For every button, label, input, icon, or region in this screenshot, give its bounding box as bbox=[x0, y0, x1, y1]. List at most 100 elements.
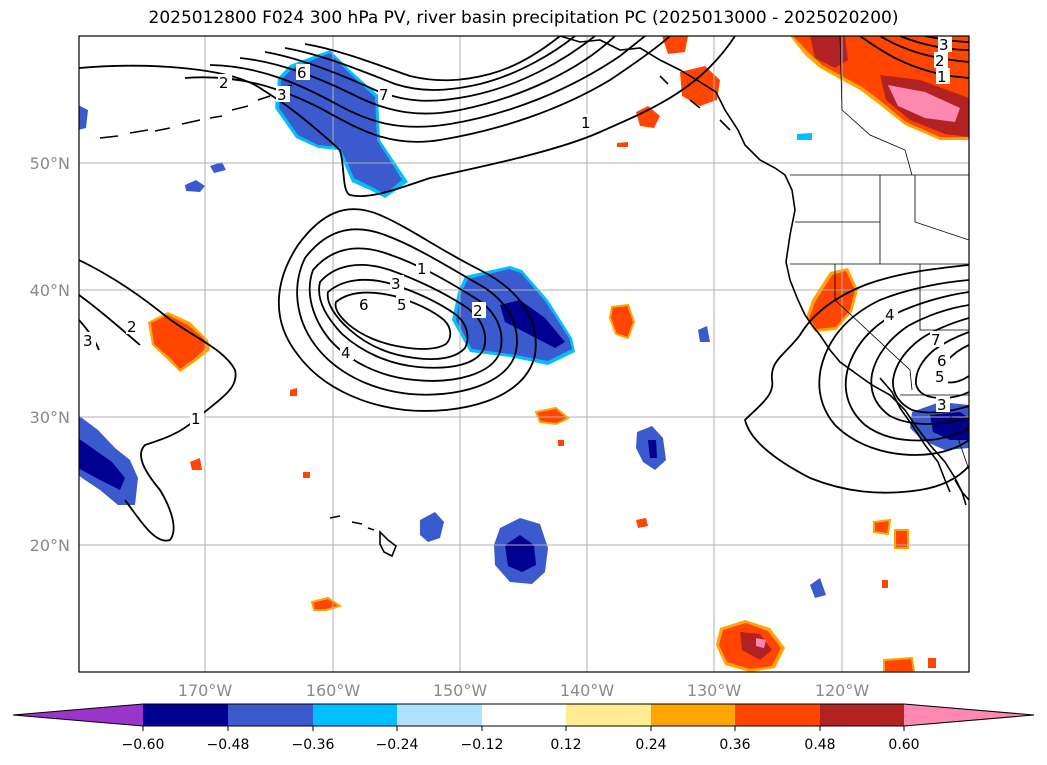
pv-label: 3 bbox=[938, 36, 952, 54]
precip-negative-aleutian bbox=[275, 50, 408, 198]
pv-contour-east-1 bbox=[744, 264, 969, 494]
colorbar-tick-label: 0.12 bbox=[550, 737, 581, 753]
pv-label-w-2: 2 bbox=[127, 318, 137, 336]
pv-label-w-1: 1 bbox=[191, 410, 201, 428]
pv-label-e-6: 6 bbox=[937, 352, 947, 370]
colorbar-segment bbox=[735, 704, 820, 726]
colorbar-tick-label: −0.36 bbox=[292, 737, 335, 753]
pv-label-nw-1: 1 bbox=[581, 114, 591, 132]
colorbar-segment bbox=[313, 704, 397, 726]
pv-contour-east-3 bbox=[844, 291, 969, 442]
longitude-labels: 170°W 160°W 150°W 140°W 130°W 120°W bbox=[178, 681, 870, 700]
pv-label: 4 bbox=[340, 344, 354, 362]
pv-contour-central-6 bbox=[334, 291, 452, 350]
pv-label-c-3: 3 bbox=[391, 275, 401, 293]
colorbar-segment bbox=[820, 704, 904, 726]
pv-label: 4 bbox=[884, 306, 898, 324]
colorbar-tick-label: 0.24 bbox=[635, 737, 666, 753]
pv-label: 6 bbox=[296, 64, 310, 82]
pv-label-c-5: 5 bbox=[397, 296, 407, 314]
lat-label-50n: 50°N bbox=[30, 154, 70, 173]
map-frame bbox=[78, 35, 970, 673]
pv-contour-west-1 bbox=[79, 259, 237, 542]
coastlines bbox=[99, 36, 969, 558]
pv-contour-east-4 bbox=[870, 304, 969, 425]
pv-contour-east-6 bbox=[915, 331, 969, 399]
precip-negative-south bbox=[494, 518, 548, 584]
pv-label: 3 bbox=[82, 332, 96, 350]
colorbar-tick-label: −0.48 bbox=[207, 737, 250, 753]
pv-label-e-5: 5 bbox=[935, 368, 945, 386]
lon-label-120w: 120°W bbox=[815, 681, 870, 700]
pv-contour-nw-5 bbox=[264, 36, 596, 102]
pv-contour-central-4 bbox=[318, 263, 487, 369]
precip-negative-small-4 bbox=[698, 326, 710, 342]
pv-label: 2 bbox=[472, 302, 486, 320]
lat-label-20n: 20°N bbox=[30, 536, 70, 555]
pv-contour-ne-2 bbox=[879, 36, 969, 63]
pv-label-c-6: 6 bbox=[359, 296, 369, 314]
pv-label-e-4: 4 bbox=[885, 306, 895, 324]
pv-label: 1 bbox=[580, 114, 594, 132]
pv-label: 7 bbox=[930, 331, 944, 349]
pv-label: 3 bbox=[936, 396, 950, 414]
colorbar-segment bbox=[228, 704, 313, 726]
colorbar-segment bbox=[566, 704, 651, 726]
pv-contour-nw-7 bbox=[304, 36, 561, 82]
pv-label: 2 bbox=[126, 318, 140, 336]
lon-label-130w: 130°W bbox=[687, 681, 742, 700]
colorbar-segment bbox=[143, 704, 228, 726]
pv-label-e-3: 3 bbox=[937, 396, 947, 414]
lat-label-40n: 40°N bbox=[30, 281, 70, 300]
precip-positive-west bbox=[148, 312, 210, 372]
pv-label-ne-1: 1 bbox=[937, 68, 947, 86]
pv-contour-nw-6 bbox=[284, 36, 576, 91]
pv-label: 3 bbox=[390, 275, 404, 293]
colorbar-segment bbox=[482, 704, 566, 726]
pv-label: 5 bbox=[396, 296, 410, 314]
colorbar-segment bbox=[397, 704, 482, 726]
pv-label-w-3: 3 bbox=[83, 332, 93, 350]
pv-label: 1 bbox=[936, 68, 950, 86]
precip-positive-south-2 bbox=[883, 656, 916, 672]
pv-label: 2 bbox=[934, 52, 948, 70]
lon-label-170w: 170°W bbox=[178, 681, 233, 700]
pv-contour-labels: 2 6 3 7 1 3 2 bbox=[82, 36, 952, 428]
pv-label-nw-6: 6 bbox=[297, 64, 307, 82]
pv-label: 7 bbox=[378, 86, 392, 104]
colorbar-tick-label: 0.36 bbox=[719, 737, 750, 753]
pv-label: 1 bbox=[416, 260, 430, 278]
precip-negative-west-edge bbox=[79, 105, 88, 130]
pv-label-nw-3: 3 bbox=[277, 86, 287, 104]
pv-contour-east-5 bbox=[892, 317, 969, 414]
pv-label-ne-3: 3 bbox=[939, 36, 949, 54]
precip-positive-small-1 bbox=[190, 458, 202, 470]
pv-label-nw-2: 2 bbox=[219, 74, 229, 92]
pv-label: 5 bbox=[934, 368, 948, 386]
colorbar-tick-label: −0.12 bbox=[461, 737, 504, 753]
precip-positive-central-1 bbox=[608, 303, 636, 340]
pv-contour-ne-3 bbox=[899, 36, 969, 51]
colorbar-tick-label: −0.24 bbox=[376, 737, 419, 753]
colorbar-under-extend bbox=[13, 704, 143, 726]
pv-contour-east-2 bbox=[818, 279, 969, 456]
pv-label-c-4: 4 bbox=[341, 344, 351, 362]
pv-label-ne-2: 2 bbox=[935, 52, 945, 70]
pv-contour-nw-3 bbox=[209, 36, 646, 128]
pv-label-c-1: 1 bbox=[417, 260, 427, 278]
latitude-labels: 50°N 40°N 30°N 20°N bbox=[30, 154, 70, 555]
political-borders bbox=[790, 36, 969, 471]
pv-label: 6 bbox=[936, 352, 950, 370]
colorbar-tick-label: −0.60 bbox=[122, 737, 165, 753]
pv-label-e-7: 7 bbox=[931, 331, 941, 349]
precip-negative-hawaii-east bbox=[420, 512, 444, 542]
precip-positive-california bbox=[806, 268, 858, 332]
pv-label-nw-7: 7 bbox=[379, 86, 389, 104]
precip-negative-west-bottom bbox=[79, 415, 138, 505]
chart-title: 2025012800 F024 300 hPa PV, river basin … bbox=[148, 8, 899, 28]
pv-label: 1 bbox=[190, 410, 204, 428]
lon-label-160w: 160°W bbox=[306, 681, 361, 700]
colorbar-over-extend bbox=[904, 704, 1034, 726]
precip-negative-small-3 bbox=[797, 133, 812, 140]
